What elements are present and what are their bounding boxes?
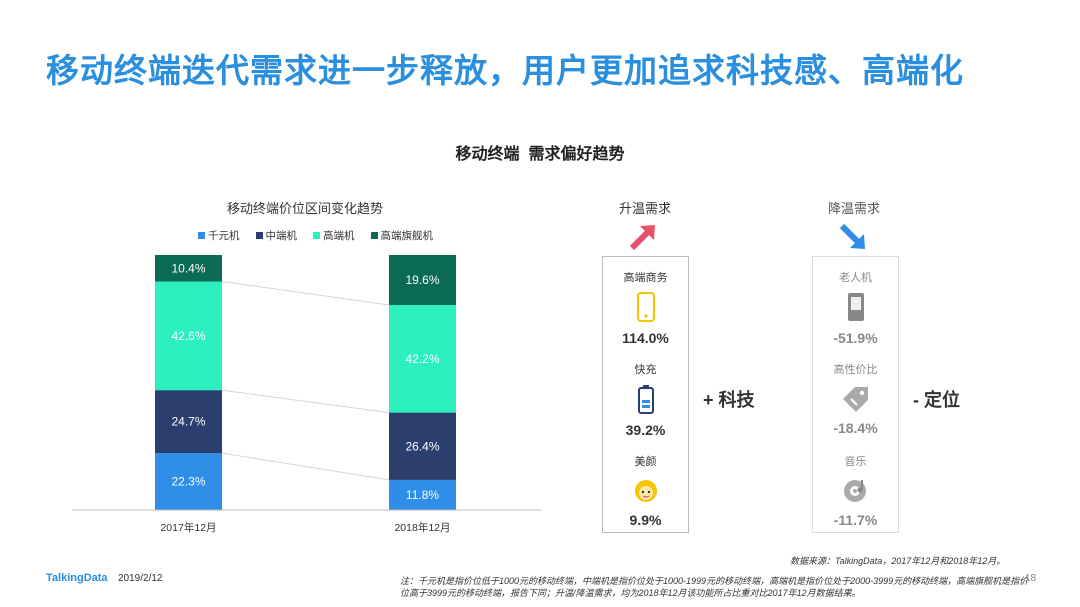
warming-item: 高端商务 114.0% bbox=[603, 269, 688, 346]
chart-title: 移动终端价位区间变化趋势 bbox=[226, 201, 383, 216]
item-value: -18.4% bbox=[833, 420, 878, 436]
bar-segment bbox=[389, 479, 456, 510]
warming-box: 高端商务 114.0% 快充 39.2% 美颜 9.9% bbox=[602, 256, 689, 533]
data-label: 10.4% bbox=[171, 261, 205, 275]
source-note: 数据来源：TalkingData，2017年12月和2018年12月。 bbox=[790, 556, 1006, 566]
item-value: 114.0% bbox=[622, 330, 669, 346]
bar-segment bbox=[389, 412, 456, 480]
legend-label: 千元机 bbox=[208, 230, 240, 242]
legend-label: 中端机 bbox=[265, 230, 298, 242]
data-label: 24.7% bbox=[171, 415, 205, 429]
arrow-down-right-icon bbox=[839, 223, 865, 249]
basic-phone-icon bbox=[847, 293, 864, 321]
data-label: 22.3% bbox=[171, 475, 205, 489]
cooling-item: 高性价比 -18.4% bbox=[813, 361, 898, 436]
talkingdata-logo: TalkingData bbox=[46, 572, 108, 584]
warming-item: 快充 39.2% bbox=[603, 361, 688, 438]
cooling-box: 老人机 -51.9% 高性价比 -18.4% 音乐 -11.7% bbox=[812, 256, 899, 533]
cooling-side-label: - 定位 bbox=[913, 390, 960, 410]
item-value: 39.2% bbox=[625, 422, 666, 438]
battery-icon bbox=[637, 385, 654, 414]
item-label: 高端商务 bbox=[623, 272, 668, 284]
legend-label: 高端旗舰机 bbox=[380, 230, 434, 242]
legend-swatch bbox=[313, 232, 320, 239]
arrow-up-right-icon bbox=[629, 225, 655, 251]
footnote: 注：千元机是指价位低于1000元的移动终端，中端机是指价位处于1000-1999… bbox=[400, 576, 1029, 598]
chart-legend: 千元机 中端机 高端机 高端旗舰机 bbox=[198, 228, 433, 243]
bar-segment bbox=[389, 304, 456, 413]
data-label: 19.6% bbox=[405, 273, 439, 287]
connector-line bbox=[221, 452, 390, 481]
footer-date: 2019/2/12 bbox=[118, 573, 163, 584]
cooling-item: 老人机 -51.9% bbox=[813, 269, 898, 346]
section-title: 移动终端 需求偏好趋势 bbox=[455, 146, 625, 163]
x-tick-label: 2018年12月 bbox=[394, 521, 450, 534]
data-label: 42.2% bbox=[405, 352, 439, 366]
legend-item-high: 高端机 bbox=[313, 228, 355, 243]
stacked-bar-chart: 22.3% 24.7% 42.6% 10.4% 11.8% 26.4% 42.2% 19.6%… bbox=[72, 255, 542, 534]
data-label: 26.4% bbox=[405, 439, 439, 453]
legend-swatch bbox=[370, 232, 378, 239]
connector-line bbox=[221, 281, 390, 306]
data-label: 42.6% bbox=[171, 329, 205, 343]
bar-segment bbox=[389, 255, 456, 305]
item-value: 9.9% bbox=[629, 512, 662, 528]
legend-item-flagship: 高端旗舰机 bbox=[370, 228, 434, 243]
legend-item-mid: 中端机 bbox=[255, 228, 298, 243]
cooling-item: 音乐 -11.7% bbox=[813, 453, 898, 528]
music-disc-icon bbox=[843, 480, 866, 502]
item-label: 快充 bbox=[634, 364, 657, 376]
bar-segment bbox=[155, 255, 222, 282]
bar-segment bbox=[155, 281, 222, 391]
bar-segment bbox=[155, 453, 222, 510]
warming-side-label: + 科技 bbox=[703, 390, 755, 410]
warming-title: 升温需求 bbox=[618, 201, 671, 216]
item-label: 音乐 bbox=[844, 456, 867, 468]
page-number: 18 bbox=[1025, 573, 1037, 584]
legend-label: 高端机 bbox=[323, 230, 355, 242]
phone-icon bbox=[636, 292, 655, 322]
bar-segment bbox=[155, 390, 222, 454]
item-label: 老人机 bbox=[839, 272, 872, 284]
x-tick-label: 2017年12月 bbox=[160, 521, 216, 534]
warming-item: 美颜 9.9% bbox=[603, 453, 688, 528]
legend-swatch bbox=[255, 232, 263, 239]
data-label: 11.8% bbox=[406, 488, 439, 502]
legend-item-budget: 千元机 bbox=[198, 228, 240, 243]
item-value: -11.7% bbox=[833, 512, 878, 528]
item-label: 高性价比 bbox=[833, 364, 878, 376]
legend-swatch bbox=[198, 232, 205, 239]
connector-line bbox=[221, 389, 390, 414]
price-tag-icon bbox=[842, 387, 868, 412]
item-label: 美颜 bbox=[634, 456, 657, 468]
cooling-title: 降温需求 bbox=[827, 201, 880, 216]
item-value: -51.9% bbox=[833, 330, 878, 346]
page-title: 移动终端迭代需求进一步释放，用户更加追求科技感、高端化 bbox=[46, 52, 964, 89]
face-icon bbox=[634, 480, 657, 502]
